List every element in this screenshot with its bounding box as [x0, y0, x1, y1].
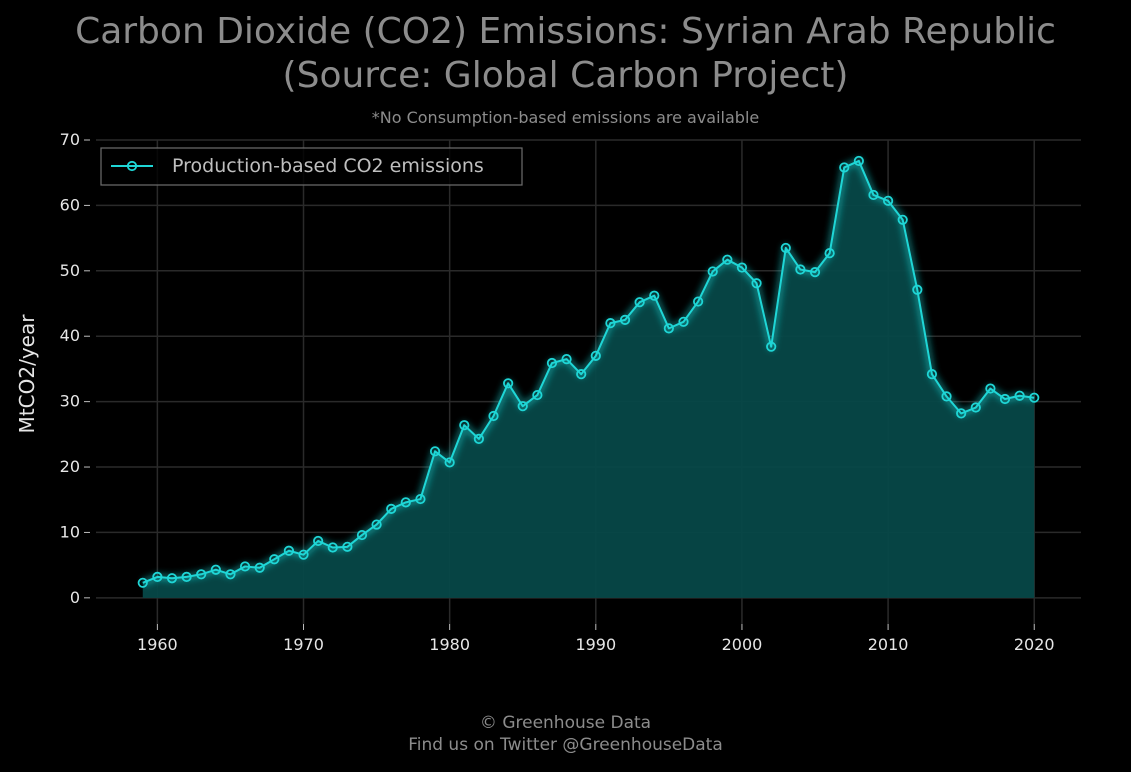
data-points [137, 155, 1040, 588]
y-tick-label: 10 [60, 522, 80, 541]
y-tick-label: 40 [60, 326, 80, 345]
x-tick-label: 2000 [722, 635, 763, 654]
legend: Production-based CO2 emissions [100, 147, 523, 186]
data-point [473, 433, 484, 445]
data-point [839, 162, 850, 173]
footer: © Greenhouse Data Find us on Twitter @Gr… [0, 712, 1131, 756]
data-point [736, 262, 748, 273]
data-point [678, 316, 689, 327]
data-point [152, 571, 163, 583]
series-line-group [141, 156, 1035, 587]
chart-title: Carbon Dioxide (CO2) Emissions: Syrian A… [75, 11, 1056, 96]
data-point [809, 267, 821, 278]
y-tick-label: 50 [60, 261, 80, 280]
data-point [590, 350, 601, 361]
area-fill [142, 160, 1035, 598]
x-tick-label: 2010 [868, 635, 909, 654]
data-point [298, 549, 309, 560]
data-point [342, 541, 353, 552]
data-point [561, 354, 572, 365]
data-point [868, 189, 879, 201]
y-tick-label: 30 [60, 392, 80, 411]
data-point [225, 569, 236, 580]
data-point [780, 242, 791, 254]
x-tick-label: 2020 [1014, 635, 1055, 654]
chart-subtitle: *No Consumption-based emissions are avai… [371, 108, 760, 127]
data-point [605, 318, 616, 329]
data-point [619, 314, 631, 325]
data-point [912, 284, 923, 295]
data-point [210, 564, 221, 575]
data-point [400, 497, 411, 508]
data-point [517, 401, 528, 412]
data-point [532, 389, 543, 401]
copyright-text: © Greenhouse Data [479, 713, 652, 733]
data-point [985, 383, 996, 394]
data-point [693, 296, 704, 307]
data-point [283, 545, 295, 556]
y-tick-label: 0 [70, 588, 80, 607]
data-point [824, 248, 835, 259]
data-point [459, 420, 470, 431]
data-point [1029, 392, 1040, 403]
data-point [444, 457, 455, 468]
data-point [239, 561, 251, 572]
data-point [269, 554, 280, 565]
data-point [181, 571, 192, 583]
data-point [488, 410, 499, 422]
data-point [429, 446, 441, 457]
axes: 0 10 20 30 40 50 60 70 1960 1970 1980 1990 2000 2010 2… [15, 130, 1055, 654]
y-tick-label: 60 [60, 195, 80, 214]
data-point [999, 393, 1011, 405]
data-point [897, 214, 908, 225]
x-tick-label: 1970 [283, 635, 324, 654]
data-point [546, 357, 558, 369]
y-tick-label: 70 [60, 130, 80, 149]
x-tick-label: 1960 [137, 635, 178, 654]
data-point [196, 569, 207, 580]
data-point [371, 519, 382, 530]
y-tick-label: 20 [60, 457, 80, 476]
legend-marker-swatch [126, 160, 138, 172]
data-point [649, 290, 660, 301]
data-point [941, 391, 952, 402]
x-tick-label: 1990 [575, 635, 616, 654]
x-tick-label: 1980 [429, 635, 470, 654]
data-point [853, 155, 864, 167]
data-point [415, 493, 426, 505]
area-fill-shape [142, 160, 1035, 598]
data-point [356, 529, 368, 541]
data-point [795, 264, 806, 275]
data-point [386, 503, 397, 514]
data-point [766, 341, 777, 352]
data-point [313, 535, 324, 547]
data-point [576, 369, 587, 380]
data-point [634, 297, 645, 308]
data-point [327, 542, 338, 553]
series-line [142, 159, 1035, 584]
data-point [751, 278, 762, 289]
data-point [926, 369, 938, 380]
data-point [503, 378, 514, 389]
data-point [254, 562, 265, 573]
data-point [722, 254, 733, 265]
legend-label: Production-based CO2 emissions [172, 155, 484, 177]
data-point [1014, 390, 1025, 401]
data-point [166, 573, 178, 584]
data-point [956, 408, 967, 419]
data-point [882, 195, 894, 206]
y-axis-label: MtCO2/year [15, 314, 39, 434]
data-point [137, 577, 148, 588]
data-point [707, 266, 718, 277]
data-point [663, 323, 674, 334]
twitter-text: Find us on Twitter @GreenhouseData [408, 735, 723, 755]
legend-box [100, 147, 523, 186]
data-point [970, 402, 981, 413]
